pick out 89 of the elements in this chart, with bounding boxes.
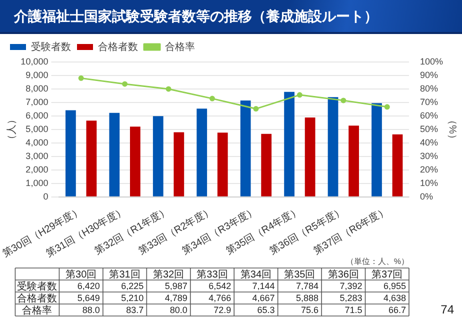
- bar: [392, 134, 403, 196]
- legend-label: 合格率: [165, 40, 195, 53]
- y-tick-label: 9,000: [26, 70, 48, 80]
- bar: [196, 108, 208, 196]
- bar: [261, 134, 272, 196]
- text: 合格者数: [17, 293, 58, 304]
- y2-tick-label: 100%: [420, 56, 444, 66]
- point: [340, 98, 346, 104]
- y2-tick-label: 80%: [420, 83, 438, 94]
- bar: [130, 126, 140, 196]
- data-label: 6,542: [208, 280, 232, 291]
- legend-label: 受験者数: [31, 40, 71, 53]
- text: 受験者数: [17, 281, 58, 292]
- bar: [240, 100, 251, 196]
- data-label: 5,987: [164, 280, 188, 291]
- data-label: 6,420: [77, 280, 100, 291]
- text: 合格率: [22, 305, 52, 316]
- point: [78, 75, 84, 81]
- text: 第37回: [372, 268, 403, 280]
- y2-tick-label: 50%: [420, 124, 438, 134]
- y2-tick-label: 60%: [420, 110, 438, 120]
- bar: [284, 92, 294, 196]
- y2-tick-label: 40%: [420, 137, 438, 148]
- text: 第32回: [152, 268, 184, 280]
- point: [166, 86, 172, 92]
- bar: [217, 132, 228, 196]
- y2-tick-label: 70%: [420, 96, 438, 107]
- bar: [174, 132, 184, 196]
- y-tick-label: 2,000: [26, 164, 48, 174]
- bar: [66, 110, 76, 196]
- text: （単位：人、%）: [346, 257, 409, 266]
- text: 第33回: [196, 268, 228, 280]
- bar: [304, 117, 316, 196]
- data-label: 4,638: [383, 292, 406, 303]
- y-tick-label: 10,000: [20, 56, 48, 66]
- data-label: 80.0: [170, 304, 188, 315]
- data-label: 71.5: [344, 304, 362, 315]
- y-tick-label: 1,000: [26, 178, 48, 188]
- point: [296, 92, 302, 98]
- point: [253, 106, 259, 112]
- data-label: 66.7: [388, 304, 406, 315]
- data-label: 7,784: [296, 280, 319, 291]
- text: 第31回: [109, 268, 140, 280]
- data-label: 5,649: [77, 292, 100, 303]
- text: 第30回: [66, 268, 97, 280]
- bar: [348, 126, 359, 196]
- y2-tick-label: 0%: [420, 191, 433, 202]
- data-label: 5,283: [340, 292, 362, 303]
- y2-axis-title: （%）: [446, 114, 458, 144]
- y2-tick-label: 30%: [420, 150, 438, 161]
- data-label: 65.3: [257, 304, 275, 315]
- data-label: 6,955: [383, 280, 406, 291]
- point: [209, 96, 215, 102]
- legend-label: 合格者数: [98, 40, 138, 53]
- y-tick-label: 0: [43, 191, 48, 202]
- point: [122, 81, 128, 87]
- y2-tick-label: 20%: [420, 164, 438, 174]
- data-label: 4,667: [252, 292, 275, 303]
- data-label: 75.6: [301, 304, 319, 315]
- chart-title: 介護福祉士国家試験受験者数等の推移（養成施設ルート）: [0, 0, 462, 34]
- data-label: 7,392: [340, 280, 362, 291]
- bar: [328, 97, 338, 196]
- data-label: 6,225: [121, 280, 144, 291]
- y-tick-label: 8,000: [26, 83, 48, 94]
- data-label: 5,210: [121, 292, 144, 303]
- text: 第35回: [284, 268, 316, 280]
- y-tick-label: 4,000: [26, 137, 48, 148]
- data-label: 4,766: [208, 292, 232, 303]
- data-label: 5,888: [296, 292, 319, 303]
- y-tick-label: 7,000: [26, 96, 48, 107]
- y2-tick-label: 10%: [420, 178, 438, 188]
- y-tick-label: 5,000: [26, 124, 48, 134]
- data-label: 72.9: [214, 304, 232, 315]
- bar: [109, 112, 120, 196]
- text: 第36回: [328, 268, 359, 280]
- y-tick-label: 3,000: [26, 150, 48, 161]
- data-label: 4,789: [164, 292, 188, 303]
- data-label: 7,144: [252, 280, 275, 291]
- y-tick-label: 6,000: [26, 110, 48, 120]
- point: [384, 104, 390, 110]
- text: 第34回: [240, 268, 272, 280]
- y-axis-title: （人）: [6, 114, 18, 144]
- data-label: 83.7: [126, 304, 144, 315]
- y2-tick-label: 90%: [420, 70, 438, 80]
- data-label: 88.0: [82, 304, 100, 315]
- bar: [152, 116, 164, 196]
- text: 74: [440, 302, 454, 316]
- bar: [372, 103, 382, 196]
- bar: [86, 120, 97, 196]
